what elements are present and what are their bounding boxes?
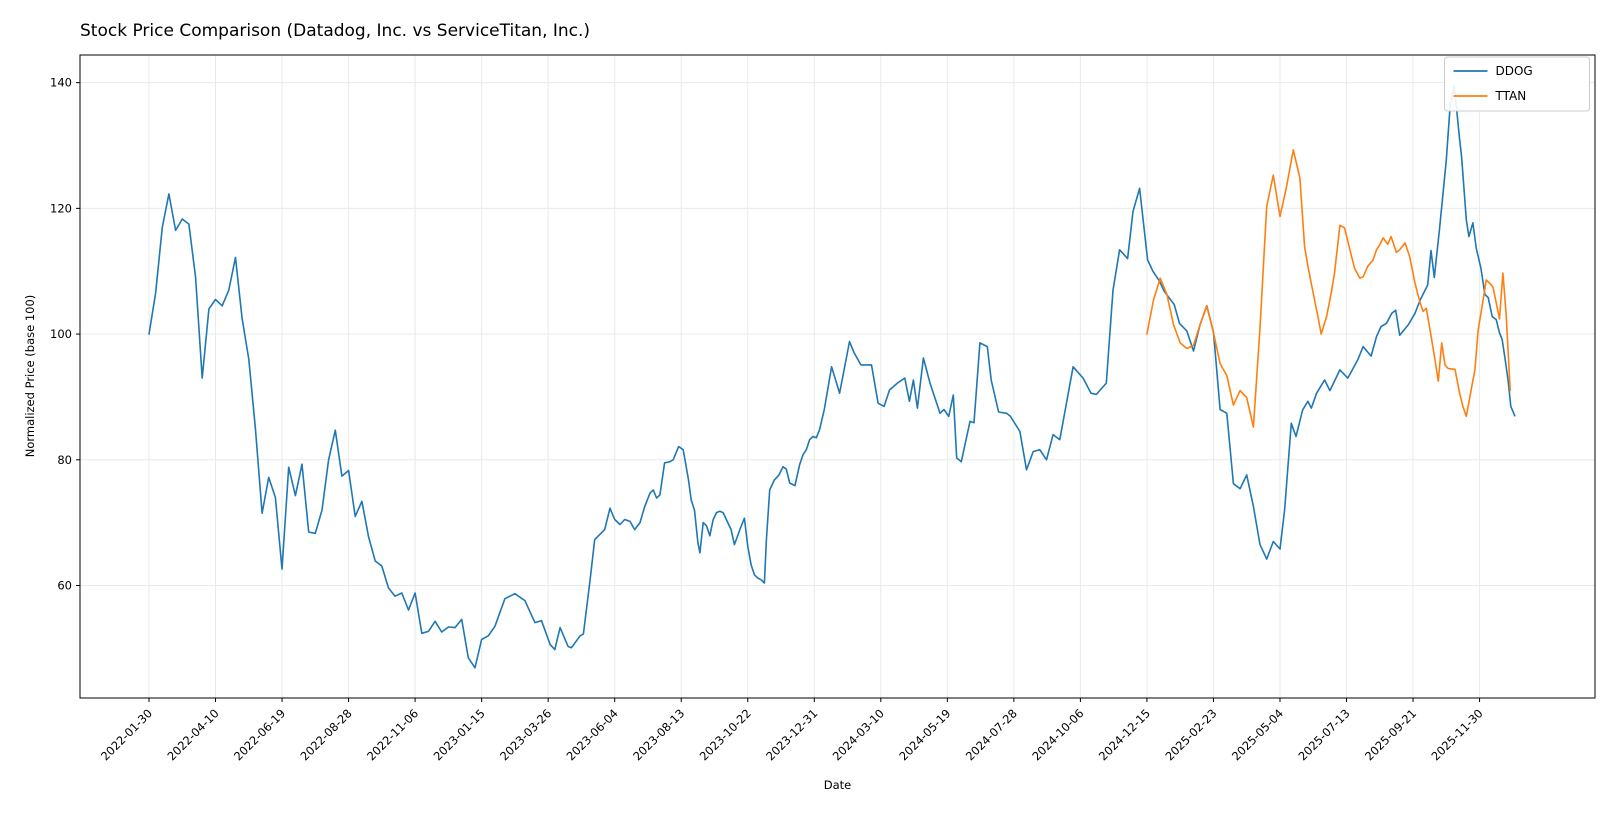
y-axis: 60 80 100 120 140	[50, 76, 80, 592]
y-tick-label: 60	[57, 578, 72, 592]
x-tick-label: 2025-09-21	[1362, 706, 1419, 763]
x-tick-label: 2024-07-28	[963, 706, 1020, 763]
x-tick-label: 2025-11-30	[1429, 706, 1486, 763]
series-line-ttan	[1146, 149, 1511, 428]
x-tick-label: 2023-10-22	[697, 706, 754, 763]
x-tick-label: 2025-05-04	[1229, 706, 1286, 763]
x-tick-label: 2025-07-13	[1295, 706, 1352, 763]
y-tick-label: 140	[50, 76, 72, 90]
legend: DDOG TTAN	[1444, 56, 1590, 112]
x-tick-label: 2023-08-13	[630, 706, 687, 763]
x-tick-label: 2022-08-28	[298, 706, 355, 763]
y-axis-label: Normalized Price (base 100)	[23, 294, 37, 458]
x-tick-label: 2023-03-26	[497, 706, 554, 763]
x-axis-label: Date	[823, 778, 852, 792]
x-tick-label: 2024-12-15	[1096, 706, 1153, 763]
x-tick-label: 2022-06-19	[231, 706, 288, 763]
x-tick-label: 2025-02-23	[1162, 706, 1219, 763]
x-tick-label: 2022-11-06	[364, 706, 421, 763]
x-tick-label: 2022-01-30	[98, 706, 155, 763]
gridlines	[80, 55, 1595, 698]
legend-item-ddog: DDOG	[1453, 64, 1533, 78]
x-tick-label: 2024-10-06	[1029, 706, 1086, 763]
legend-label: TTAN	[1495, 89, 1527, 103]
x-tick-label: 2023-12-31	[763, 706, 820, 763]
y-tick-label: 120	[50, 201, 72, 215]
plot-frame	[79, 54, 1596, 699]
x-tick-label: 2024-03-10	[830, 706, 887, 763]
x-axis: 2022-01-30 2022-04-10 2022-06-19 2022-08-28…	[98, 698, 1486, 763]
x-tick-label: 2024-05-19	[896, 706, 953, 763]
x-tick-label: 2023-01-15	[431, 706, 488, 763]
chart-title: Stock Price Comparison (Datadog, Inc. vs…	[80, 21, 591, 41]
legend-item-ttan: TTAN	[1453, 89, 1527, 103]
y-tick-label: 80	[57, 453, 72, 467]
x-tick-label: 2023-06-04	[564, 706, 621, 763]
y-tick-label: 100	[50, 327, 72, 341]
legend-label: DDOG	[1496, 64, 1533, 78]
series-line-ddog	[148, 85, 1516, 669]
x-tick-label: 2022-04-10	[164, 706, 221, 763]
